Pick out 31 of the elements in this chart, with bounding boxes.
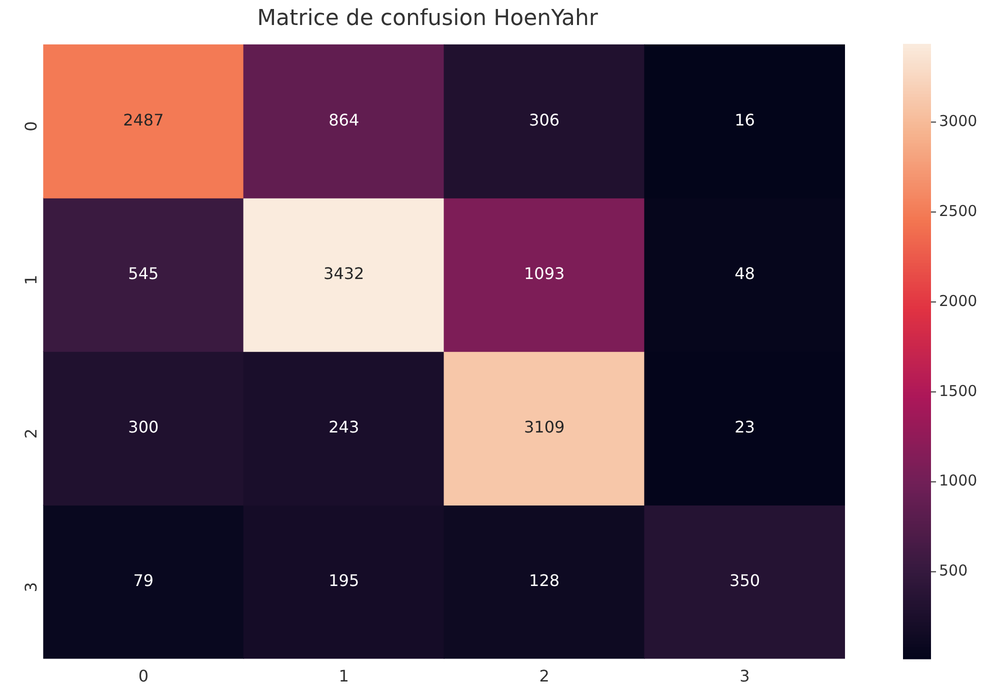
x-tick-label: 1 [338, 666, 349, 686]
color-bar-label: 1500 [939, 382, 978, 400]
data-label: 864 [328, 110, 360, 130]
color-bar-label: 500 [939, 562, 968, 580]
data-label: 3432 [324, 264, 364, 283]
data-label: 1093 [524, 264, 565, 283]
y-tick-label: 0 [21, 121, 40, 132]
data-label: 306 [529, 110, 560, 130]
data-label: 350 [730, 571, 760, 590]
x-tick-label: 3 [740, 666, 750, 686]
data-label: 195 [328, 571, 360, 590]
data-label: 300 [128, 418, 159, 437]
data-label: 128 [529, 571, 560, 590]
y-tick-label: 2 [21, 428, 40, 439]
chart-title: Matrice de confusion HoenYahr [257, 6, 599, 31]
data-label: 545 [128, 264, 159, 283]
x-tick-label: 2 [539, 666, 550, 686]
y-tick-label: 3 [21, 582, 40, 592]
x-tick-label: 0 [138, 666, 149, 686]
data-label: 243 [328, 418, 360, 437]
data-label: 2487 [123, 110, 164, 130]
color-bar-label: 2500 [939, 202, 978, 220]
data-label: 23 [734, 418, 755, 437]
y-tick-label: 1 [21, 274, 40, 285]
color-bar-label: 2000 [939, 292, 978, 310]
color-bar-label: 1000 [939, 472, 978, 490]
data-label: 79 [133, 571, 154, 590]
color-bar-label: 3000 [939, 112, 978, 130]
data-label: 3109 [524, 418, 565, 437]
data-label: 16 [734, 110, 755, 130]
data-label: 48 [734, 264, 755, 283]
